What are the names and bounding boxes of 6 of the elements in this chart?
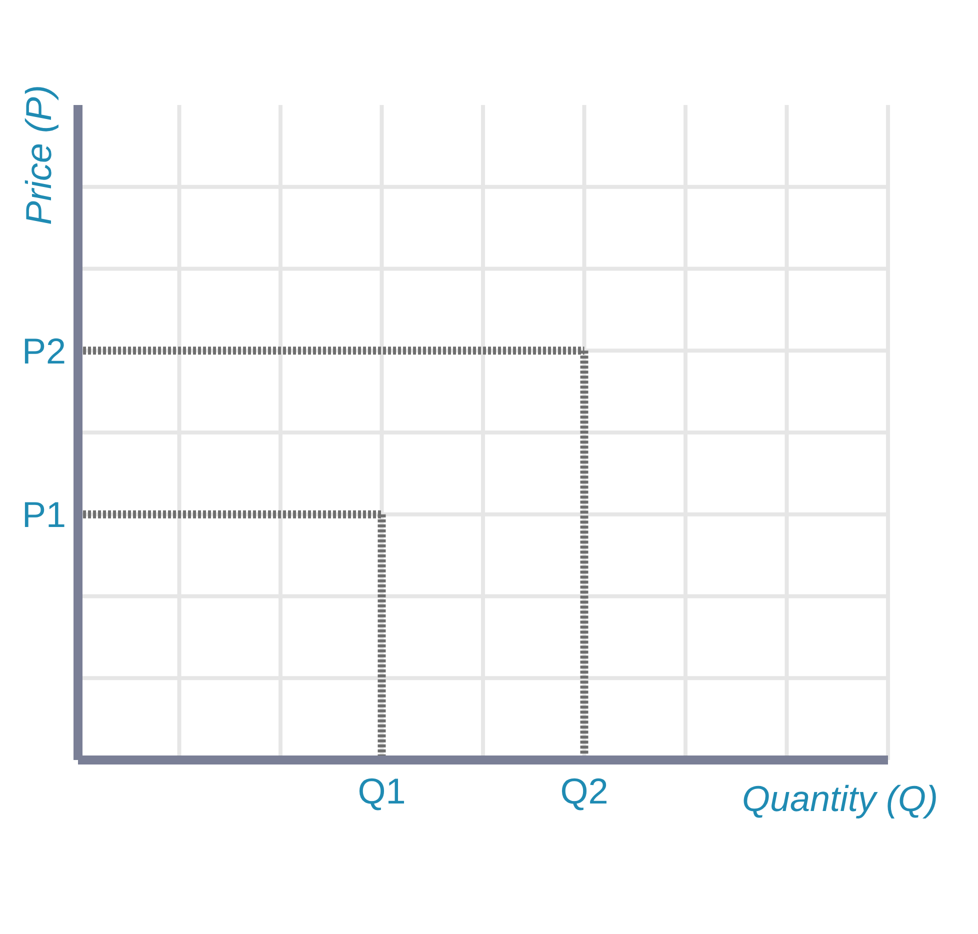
x-tick-label: Q2 <box>560 770 608 812</box>
y-axis-title: Price (P) <box>18 84 60 225</box>
text: P1 <box>22 494 66 536</box>
x-tick-label: Q1 <box>358 770 406 812</box>
text: P2 <box>22 330 66 372</box>
x-axis-title: Quantity (Q) <box>742 778 938 820</box>
